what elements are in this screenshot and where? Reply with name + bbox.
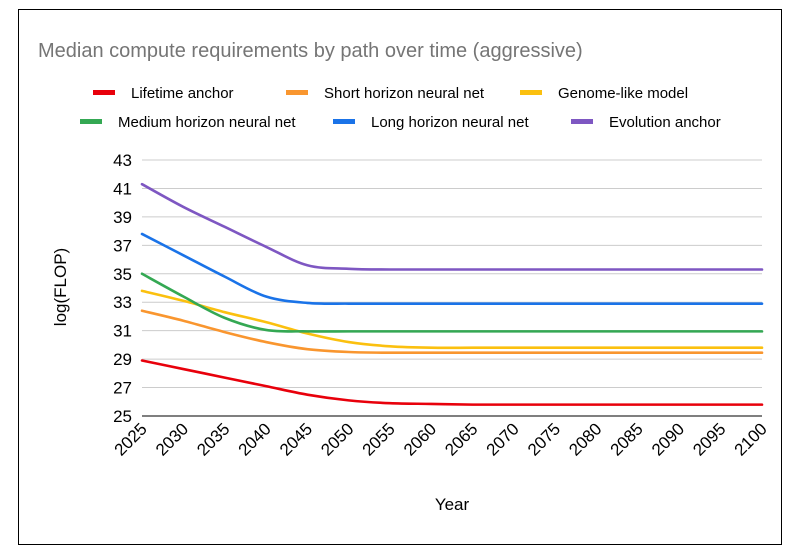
y-axis-title: log(FLOP) bbox=[51, 248, 70, 326]
y-tick-label: 33 bbox=[113, 293, 132, 312]
x-tick-label: 2060 bbox=[400, 419, 440, 459]
x-tick-label: 2075 bbox=[524, 419, 564, 459]
y-tick-label: 39 bbox=[113, 208, 132, 227]
x-tick-label: 2040 bbox=[235, 419, 275, 459]
x-tick-label: 2030 bbox=[152, 419, 192, 459]
y-tick-label: 29 bbox=[113, 350, 132, 369]
series-line-evolution-anchor bbox=[140, 182, 764, 271]
plot-area bbox=[140, 182, 764, 406]
legend-label: Evolution anchor bbox=[609, 114, 721, 131]
x-tick-label: 2080 bbox=[565, 419, 605, 459]
legend-item-evolution-anchor: Evolution anchor bbox=[571, 114, 721, 131]
legend-label: Genome-like model bbox=[558, 85, 688, 102]
legend-label: Long horizon neural net bbox=[371, 114, 529, 131]
y-tick-label: 27 bbox=[113, 379, 132, 398]
x-tick-label: 2100 bbox=[731, 419, 771, 459]
legend-swatch bbox=[571, 119, 593, 124]
x-tick-label: 2085 bbox=[607, 419, 647, 459]
series-line-short-horizon-neural-net bbox=[140, 309, 764, 355]
x-tick-label: 2055 bbox=[359, 419, 399, 459]
series-line-long-horizon-neural-net bbox=[140, 232, 764, 305]
x-tick-label: 2035 bbox=[193, 419, 233, 459]
x-tick-label: 2090 bbox=[648, 419, 688, 459]
legend-swatch bbox=[520, 90, 542, 95]
legend-label: Short horizon neural net bbox=[324, 85, 485, 102]
legend-swatch bbox=[286, 90, 308, 95]
y-tick-label: 35 bbox=[113, 265, 132, 284]
y-tick-label: 41 bbox=[113, 179, 132, 198]
x-axis-title: Year bbox=[435, 495, 470, 514]
legend-item-genome-like-model: Genome-like model bbox=[520, 85, 688, 102]
y-tick-label: 25 bbox=[113, 407, 132, 426]
legend-item-short-horizon-neural-net: Short horizon neural net bbox=[286, 85, 485, 102]
legend-swatch bbox=[93, 90, 115, 95]
series-line-medium-horizon-neural-net bbox=[140, 272, 764, 333]
series-line-genome-like-model bbox=[140, 289, 764, 350]
y-tick-label: 31 bbox=[113, 322, 132, 341]
legend-swatch bbox=[333, 119, 355, 124]
legend-item-lifetime-anchor: Lifetime anchor bbox=[93, 85, 234, 102]
legend-label: Medium horizon neural net bbox=[118, 114, 296, 131]
chart-title: Median compute requirements by path over… bbox=[38, 40, 583, 62]
legend-item-medium-horizon-neural-net: Medium horizon neural net bbox=[80, 114, 296, 131]
x-tick-label: 2065 bbox=[441, 419, 481, 459]
x-tick-label: 2050 bbox=[317, 419, 357, 459]
y-tick-label: 43 bbox=[113, 151, 132, 170]
x-tick-label: 2045 bbox=[276, 419, 316, 459]
legend-item-long-horizon-neural-net: Long horizon neural net bbox=[333, 114, 529, 131]
legend: Lifetime anchor Short horizon neural net G… bbox=[80, 85, 721, 131]
legend-label: Lifetime anchor bbox=[131, 85, 234, 102]
gridlines bbox=[142, 159, 762, 417]
y-tick-label: 37 bbox=[113, 236, 132, 255]
legend-swatch bbox=[80, 119, 102, 124]
x-tick-label: 2095 bbox=[689, 419, 729, 459]
x-tick-label: 2070 bbox=[483, 419, 523, 459]
series-line-lifetime-anchor bbox=[140, 359, 764, 406]
